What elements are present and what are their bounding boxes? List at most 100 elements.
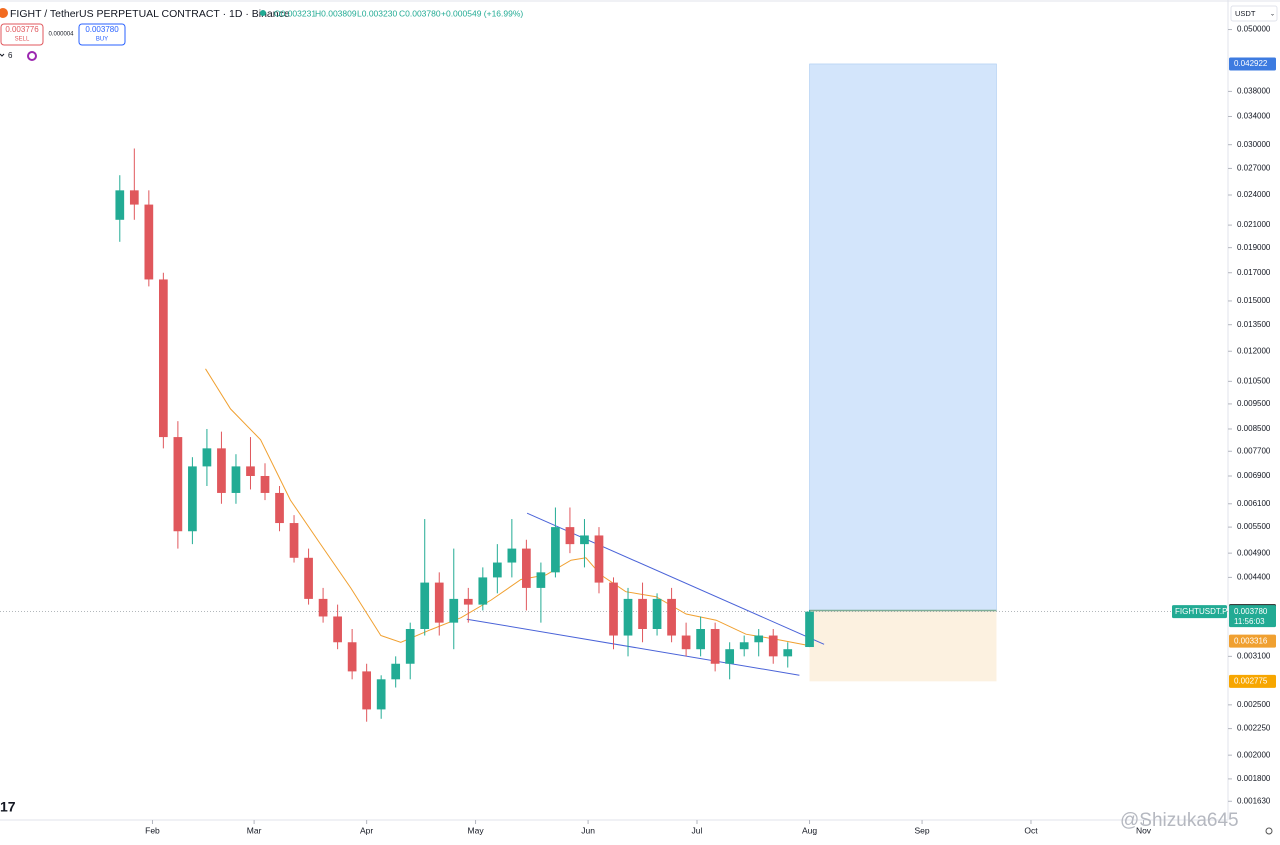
settings-icon[interactable] (1265, 827, 1273, 835)
dropdown-arrow: ⌄ (1270, 12, 1275, 18)
y-tick-label: 0.004900 (1237, 548, 1271, 557)
y-tick-label: 0.001630 (1237, 796, 1271, 805)
y-tick-label: 0.019000 (1237, 243, 1271, 252)
x-tick-label: May (468, 825, 485, 835)
buy-label: BUY (96, 37, 108, 43)
x-tick-label: Jun (581, 825, 595, 835)
candle-body (667, 598, 676, 636)
candle-body (652, 598, 662, 629)
currency-select[interactable] (1230, 5, 1278, 22)
candle-body (289, 523, 299, 558)
candle-body (434, 582, 444, 623)
countdown: 11:56:03 (1234, 617, 1265, 626)
y-tick-label: 0.010500 (1237, 376, 1271, 385)
candle-body (805, 611, 814, 648)
candle-body (681, 635, 691, 650)
y-tick-label: 0.009500 (1237, 399, 1271, 408)
x-tick-label: Feb (145, 825, 160, 835)
candle-body (754, 635, 764, 643)
overlay: FIGHT / TetherUS PERPETUAL CONTRACT · 1D… (0, 5, 1278, 835)
candle-body (391, 663, 401, 680)
candle-body (275, 492, 284, 524)
candle-body (129, 190, 139, 205)
candle-body (449, 598, 459, 623)
candle-body (783, 649, 793, 657)
candle-body (725, 649, 735, 664)
tv-logo: 17 (0, 799, 16, 815)
candle-body (159, 279, 168, 438)
candle-body (623, 598, 633, 636)
x-tick-label: Sep (915, 825, 930, 835)
candle-body (638, 598, 647, 629)
buy-button[interactable] (78, 23, 126, 46)
candle-body (768, 635, 778, 657)
y-tick-label: 0.013500 (1237, 320, 1271, 329)
y-tick-label: 0.005500 (1237, 522, 1271, 531)
y-tick-label: 0.015000 (1237, 296, 1271, 305)
y-tick-label: 0.050000 (1237, 25, 1271, 34)
x-tick-label: Oct (1024, 825, 1038, 835)
watermark: @Shizuka645 (1120, 810, 1239, 831)
candle-body (260, 475, 270, 493)
y-tick-label: 0.027000 (1237, 164, 1271, 173)
x-tick-label: Mar (247, 825, 262, 835)
loss-zone (809, 610, 997, 682)
price-label-box (1229, 57, 1276, 71)
indicator-count: 6 (8, 51, 13, 60)
price-label: 0.002775 (1234, 676, 1268, 685)
buy-price: 0.003780 (85, 25, 119, 34)
y-tick-label: 0.008500 (1237, 424, 1271, 433)
spread: 0.000004 (48, 32, 74, 38)
candle-body (144, 204, 154, 280)
candle-body (696, 628, 705, 650)
ohlc-open: O0.003231 (274, 8, 316, 18)
y-tick-label: 0.021000 (1237, 220, 1271, 229)
trendline (466, 618, 800, 676)
candle-body (217, 448, 226, 493)
price-label-box (1229, 634, 1276, 648)
candle-body (347, 642, 357, 672)
candle-body (362, 671, 372, 710)
y-tick-label: 0.002500 (1237, 700, 1271, 709)
candle-body (463, 598, 473, 605)
sell-button[interactable] (0, 23, 44, 46)
candle-body (246, 466, 255, 476)
candle-body (115, 190, 125, 220)
y-tick-label: 0.030000 (1237, 140, 1271, 149)
y-tick-label: 0.006100 (1237, 499, 1271, 508)
trendline (526, 512, 825, 645)
y-tick-label: 0.038000 (1237, 87, 1271, 96)
candle-body (536, 572, 546, 588)
candle-body (580, 535, 589, 545)
y-tick-label: 0.012000 (1237, 346, 1271, 355)
plot-area: 0.050000 0.038000 0.034000 0.030000 0.027000… (0, 25, 1276, 835)
price-label-box (1229, 674, 1276, 688)
candle-body (565, 527, 575, 545)
collapse-icon[interactable] (0, 53, 5, 57)
y-tick-label: 0.002250 (1237, 724, 1271, 733)
candle-body (522, 548, 531, 588)
candle-body (551, 527, 560, 573)
price-label: 0.042922 (1234, 59, 1268, 68)
indicator-icon[interactable] (27, 51, 37, 61)
candle-body (739, 642, 749, 650)
candle-body (492, 562, 502, 578)
candle-body (609, 582, 618, 636)
candle-body (202, 448, 212, 467)
ohlc-close: C0.003780 (399, 8, 441, 18)
candle-body (507, 548, 517, 563)
price-label: 0.003316 (1234, 636, 1268, 645)
ohlc-low: L0.003230 (357, 8, 397, 18)
candle-body (333, 616, 342, 643)
candle-body (420, 582, 430, 629)
y-tick-label: 0.006900 (1237, 471, 1271, 480)
candle-body (376, 679, 386, 710)
x-tick-label: Jul (692, 825, 703, 835)
y-tick-label: 0.001800 (1237, 774, 1271, 783)
candle-body (231, 466, 241, 493)
price-label: 0.003780 (1234, 607, 1268, 616)
symbol-tag-box (1172, 605, 1227, 619)
y-tick-label: 0.002000 (1237, 750, 1271, 759)
price-label-box (1229, 605, 1276, 628)
